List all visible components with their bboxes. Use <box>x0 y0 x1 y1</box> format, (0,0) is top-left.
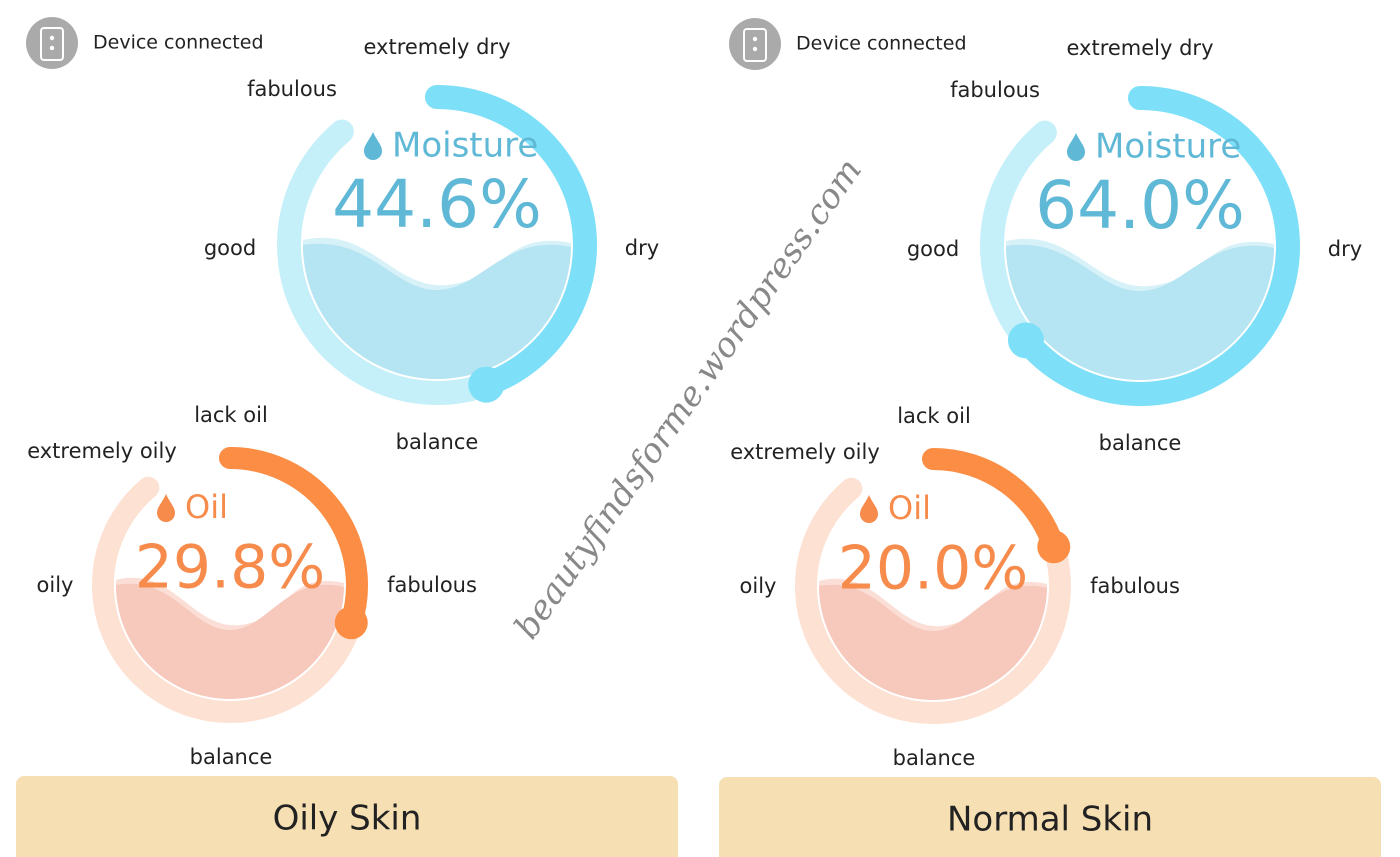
device-icon-dot <box>49 45 55 51</box>
level-label: fabulous <box>247 77 337 101</box>
level-label: oily <box>37 573 74 597</box>
level-label: lack oil <box>897 404 971 428</box>
gauge-knob <box>334 606 368 640</box>
result-label: Normal Skin <box>947 800 1153 840</box>
level-label: fabulous <box>950 78 1040 102</box>
result-banner <box>16 776 678 857</box>
level-label: balance <box>893 746 976 770</box>
gauge-arc <box>219 447 368 634</box>
gauge-knob <box>468 366 505 403</box>
gauge-value: 64.0% <box>1035 167 1245 244</box>
gauge-value: 44.6% <box>332 166 542 243</box>
gauge-knob <box>1007 322 1044 359</box>
level-label: extremely oily <box>27 439 177 463</box>
level-label: extremely oily <box>730 440 880 464</box>
device-icon-dot <box>752 36 758 42</box>
drop-icon <box>364 132 382 160</box>
level-label: good <box>907 237 959 261</box>
level-label: good <box>204 236 256 260</box>
device-icon-body <box>743 28 767 62</box>
device-status: Device connected <box>93 32 264 54</box>
device-icon-body <box>40 27 64 61</box>
gauge-title: Moisture <box>392 126 538 166</box>
device-icon-dot <box>752 46 758 52</box>
gauge-value: 20.0% <box>838 534 1029 604</box>
water <box>303 237 571 379</box>
wave <box>819 584 1047 700</box>
gauge-arc <box>1013 86 1300 406</box>
gauge-arc <box>425 85 597 397</box>
wave <box>1006 244 1274 380</box>
level-label: lack oil <box>194 403 268 427</box>
level-label: balance <box>396 430 479 454</box>
gauge-arc <box>922 448 1065 558</box>
drop-icon <box>860 495 878 523</box>
gauge-value: 29.8% <box>135 533 326 603</box>
wave <box>303 243 571 379</box>
level-label: balance <box>1099 431 1182 455</box>
device-status: Device connected <box>796 33 967 55</box>
result-label: Oily Skin <box>273 799 422 839</box>
level-label: extremely dry <box>1066 36 1213 60</box>
device-icon <box>26 17 78 69</box>
level-label: fabulous <box>1090 574 1180 598</box>
drop-icon <box>1067 133 1085 161</box>
level-label: balance <box>190 745 273 769</box>
level-label: fabulous <box>387 573 477 597</box>
result-banner <box>719 777 1381 857</box>
gauge-title: Oil <box>185 488 228 526</box>
water <box>819 578 1047 700</box>
gauge-title: Moisture <box>1095 127 1241 167</box>
level-label: dry <box>1328 237 1362 261</box>
water <box>1006 238 1274 380</box>
device-icon-dot <box>49 35 55 41</box>
wave <box>116 583 344 699</box>
level-label: extremely dry <box>363 35 510 59</box>
gauge-title: Oil <box>888 489 931 527</box>
water <box>116 577 344 699</box>
drop-icon <box>157 494 175 522</box>
device-icon <box>729 18 781 70</box>
level-label: oily <box>740 574 777 598</box>
level-label: dry <box>625 236 659 260</box>
gauge-knob <box>1037 530 1071 564</box>
